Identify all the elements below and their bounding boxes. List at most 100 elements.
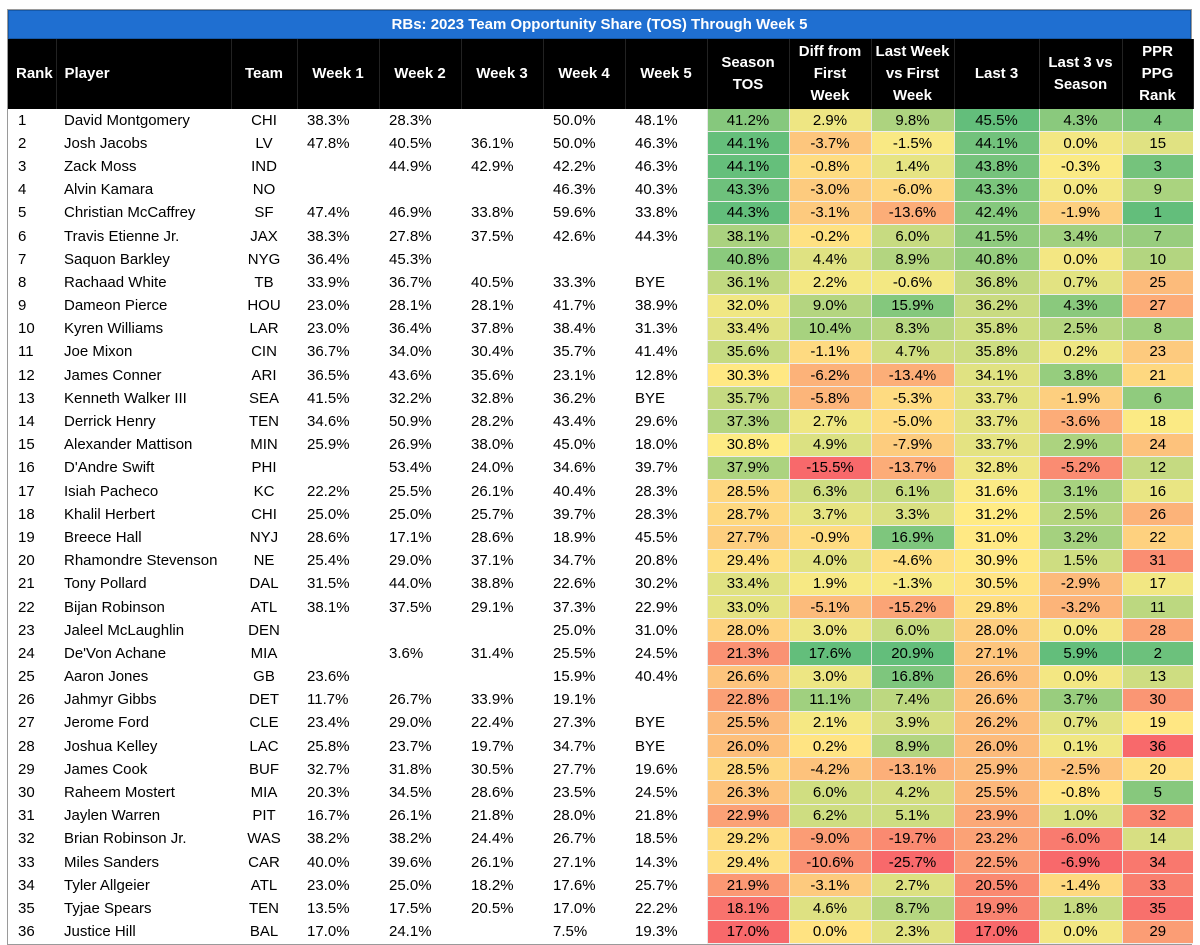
cell-last3-vs-season: -0.3% — [1038, 154, 1122, 179]
cell-week4: 39.7% — [553, 505, 596, 523]
cell-player: Alvin Kamara — [64, 181, 154, 199]
cell-season-tos: 37.9% — [706, 456, 789, 481]
cell-week4: 17.0% — [553, 899, 596, 917]
cell-season-tos: 44.3% — [706, 201, 789, 225]
cell-ppr-ppg-rank: 27 — [1121, 294, 1193, 318]
cell-player: Jaylen Warren — [64, 807, 161, 825]
cell-ppr-ppg-rank: 17 — [1121, 572, 1193, 596]
cell-ppr-ppg-rank: 4 — [1121, 109, 1193, 133]
cell-team: NO — [252, 181, 276, 199]
cell-week5: 24.5% — [635, 784, 678, 802]
cell-rank: 35 — [18, 899, 35, 917]
cell-last-week-vs-first: -7.9% — [870, 433, 954, 457]
cell-week1: 25.4% — [307, 552, 350, 570]
cell-team: DEN — [248, 621, 280, 639]
cell-ppr-ppg-rank: 15 — [1121, 131, 1193, 156]
cell-week4: 18.9% — [553, 528, 596, 546]
cell-last3: 30.9% — [953, 549, 1039, 573]
cell-last3-vs-season: -1.4% — [1038, 873, 1122, 898]
cell-player: Tyler Allgeier — [64, 876, 150, 894]
cell-week3: 26.1% — [471, 853, 514, 871]
cell-rank: 23 — [18, 621, 35, 639]
table-row: 19 Breece Hall NYJ 28.6% 17.1% 28.6% 18.9% 45.5… — [8, 525, 1193, 550]
cell-week3: 28.2% — [471, 413, 514, 431]
cell-ppr-ppg-rank: 14 — [1121, 827, 1193, 852]
cell-player: Zack Moss — [64, 157, 137, 175]
cell-ppr-ppg-rank: 3 — [1121, 154, 1193, 179]
cell-last3-vs-season: 2.9% — [1038, 433, 1122, 457]
cell-week4: 45.0% — [553, 436, 596, 454]
cell-ppr-ppg-rank: 23 — [1121, 340, 1193, 365]
cell-week5: 21.8% — [635, 807, 678, 825]
table-row: 35 Tyjae Spears TEN 13.5% 17.5% 20.5% 17.0% 22.… — [8, 896, 1193, 921]
cell-week1: 36.4% — [307, 250, 350, 268]
cell-week2: 27.8% — [389, 227, 432, 245]
table-row: 29 James Cook BUF 32.7% 31.8% 30.5% 27.7% 19.6%… — [8, 757, 1193, 782]
cell-week5: 40.3% — [635, 181, 678, 199]
cell-week1: 32.7% — [307, 760, 350, 778]
cell-week2: 26.1% — [389, 807, 432, 825]
cell-rank: 13 — [18, 389, 35, 407]
cell-season-tos: 29.4% — [706, 850, 789, 875]
cell-week4: 27.3% — [553, 714, 596, 732]
cell-week1: 23.0% — [307, 320, 350, 338]
table-row: 31 Jaylen Warren PIT 16.7% 26.1% 21.8% 28.0% 21… — [8, 804, 1193, 828]
table-row: 24 De'Von Achane MIA 3.6% 31.4% 25.5% 24.5% 21.… — [8, 641, 1193, 666]
cell-week4: 37.3% — [553, 598, 596, 616]
cell-week4: 26.7% — [553, 830, 596, 848]
cell-player: David Montgomery — [64, 111, 190, 129]
cell-last-week-vs-first: 16.8% — [870, 665, 954, 689]
cell-rank: 22 — [18, 598, 35, 616]
cell-last3-vs-season: 4.3% — [1038, 294, 1122, 318]
cell-ppr-ppg-rank: 9 — [1121, 178, 1193, 202]
cell-player: Aaron Jones — [64, 668, 149, 686]
table-row: 3 Zack Moss IND 44.9% 42.9% 42.2% 46.3% 44.1% -0… — [8, 154, 1193, 179]
cell-rank: 2 — [18, 134, 27, 152]
cell-last-week-vs-first: -5.3% — [870, 386, 954, 411]
cell-week5: 19.3% — [635, 923, 678, 941]
header-ppr-ppg-rank: PPR PPG Rank — [1122, 39, 1194, 109]
cell-last-week-vs-first: 6.0% — [870, 618, 954, 643]
cell-last-week-vs-first: 6.1% — [870, 479, 954, 504]
cell-week1: 23.6% — [307, 668, 350, 686]
cell-season-tos: 27.7% — [706, 525, 789, 550]
cell-week4: 7.5% — [553, 923, 588, 941]
header-diff-line3: Week — [810, 87, 850, 104]
cell-week1: 47.8% — [307, 134, 350, 152]
cell-player: Kenneth Walker III — [64, 389, 187, 407]
cell-week3: 28.6% — [471, 528, 514, 546]
cell-team: NE — [253, 552, 275, 570]
cell-week3: 36.1% — [471, 134, 514, 152]
header-team: Team — [231, 39, 298, 109]
cell-ppr-ppg-rank: 22 — [1121, 525, 1193, 550]
cell-ppr-ppg-rank: 11 — [1121, 595, 1193, 620]
cell-team: CAR — [248, 853, 280, 871]
cell-last-week-vs-first: 2.3% — [870, 920, 954, 944]
cell-week2: 25.0% — [389, 876, 432, 894]
cell-last3: 36.8% — [953, 270, 1039, 295]
cell-week4 — [543, 248, 625, 271]
cell-player: Christian McCaffrey — [64, 204, 196, 222]
cell-rank: 1 — [18, 111, 27, 129]
cell-week1: 17.0% — [307, 923, 350, 941]
header-diff-line2: First — [813, 65, 847, 82]
cell-week2: 40.5% — [389, 134, 432, 152]
cell-last-week-vs-first: 8.9% — [870, 247, 954, 272]
table-row: 10 Kyren Williams LAR 23.0% 36.4% 37.8% 38.4% 3… — [8, 317, 1193, 341]
cell-ppr-ppg-rank: 33 — [1121, 873, 1193, 898]
cell-rank: 9 — [18, 297, 27, 315]
cell-diff-first-week: -3.1% — [788, 201, 871, 225]
cell-week2: 38.2% — [389, 830, 432, 848]
cell-last-week-vs-first: -13.1% — [870, 757, 954, 782]
table-row: 25 Aaron Jones GB 23.6% 15.9% 40.4% 26.6% 3.0% 1… — [8, 665, 1193, 689]
cell-team: ARI — [251, 366, 277, 384]
cell-week5: 22.2% — [635, 899, 678, 917]
cell-week1 — [297, 619, 379, 642]
table-row: 26 Jahmyr Gibbs DET 11.7% 26.7% 33.9% 19.1% 22.… — [8, 688, 1193, 712]
cell-last3-vs-season: 2.5% — [1038, 317, 1122, 341]
cell-rank: 11 — [18, 343, 34, 361]
cell-last-week-vs-first: 3.3% — [870, 502, 954, 527]
cell-season-tos: 29.2% — [706, 827, 789, 852]
cell-week4: 27.7% — [553, 760, 596, 778]
cell-player: Rachaad White — [64, 273, 167, 291]
